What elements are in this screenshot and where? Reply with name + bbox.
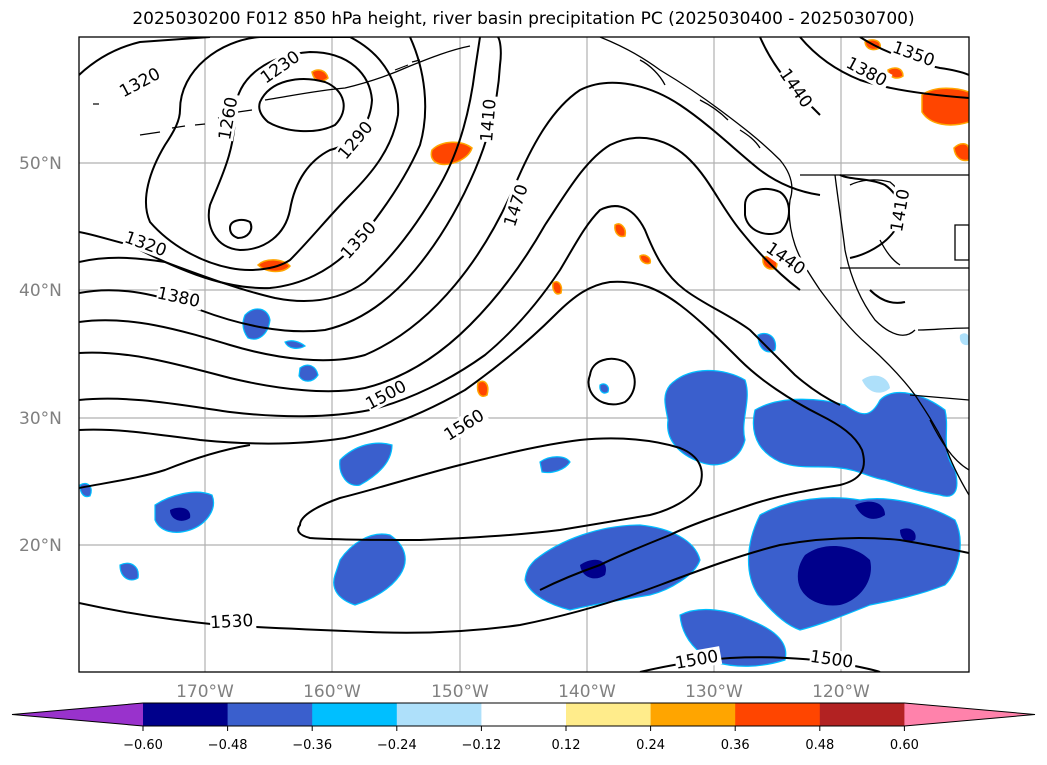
colorbar-tick-label: −0.24 bbox=[377, 738, 417, 753]
colorbar-swatch bbox=[735, 703, 821, 726]
longitude-label: 170°W bbox=[176, 682, 234, 702]
colorbar-swatch bbox=[819, 703, 905, 726]
latitude-label: 50°N bbox=[19, 154, 62, 174]
latitude-labels: 50°N 40°N 30°N 20°N bbox=[19, 154, 62, 556]
longitude-label: 120°W bbox=[812, 682, 870, 702]
colorbar-tick-label: 0.24 bbox=[636, 738, 665, 753]
contour-labels: 1320 1230 1260 1290 1320 1350 1350 1380 … bbox=[115, 37, 940, 672]
colorbar: −0.60 −0.48 −0.36 −0.24 −0.12 0.12 0.24 0.36 0.4… bbox=[11, 702, 1036, 753]
map-frame bbox=[78, 36, 970, 673]
longitude-label: 150°W bbox=[431, 682, 489, 702]
colorbar-tick-label: −0.12 bbox=[461, 738, 501, 753]
colorbar-swatch bbox=[312, 703, 398, 726]
colorbar-swatch bbox=[481, 703, 567, 726]
latitude-label: 30°N bbox=[19, 409, 62, 429]
colorbar-swatch bbox=[566, 703, 652, 726]
longitude-label: 130°W bbox=[685, 682, 743, 702]
colorbar-swatch bbox=[650, 703, 736, 726]
colorbar-swatch bbox=[396, 703, 482, 726]
latitude-label: 20°N bbox=[19, 536, 62, 556]
colorbar-tick-label: 0.36 bbox=[721, 738, 750, 753]
colorbar-extension-low bbox=[12, 703, 143, 726]
colorbar-tick-label: 0.12 bbox=[552, 738, 581, 753]
colorbar-tick-label: −0.36 bbox=[292, 738, 332, 753]
coastlines bbox=[264, 37, 969, 496]
colorbar-extension-high bbox=[904, 703, 1035, 726]
colorbar-tick-label: 0.60 bbox=[890, 738, 919, 753]
colorbar-swatch bbox=[227, 703, 313, 726]
precip-positive-regions bbox=[256, 39, 969, 397]
precip-weak-negative-regions bbox=[862, 333, 969, 393]
colorbar-swatch bbox=[143, 703, 229, 726]
longitude-label: 160°W bbox=[303, 682, 361, 702]
latitude-label: 40°N bbox=[19, 281, 62, 301]
colorbar-tick-label: −0.48 bbox=[208, 738, 248, 753]
contour-label: 1530 bbox=[210, 611, 254, 633]
longitude-labels: 170°W 160°W 150°W 140°W 130°W 120°W bbox=[176, 682, 870, 702]
longitude-label: 140°W bbox=[558, 682, 616, 702]
contour-label: 1410 bbox=[477, 98, 501, 143]
chart-title: 2025030200 F012 850 hPa height, river ba… bbox=[132, 9, 915, 29]
colorbar-tick-label: −0.60 bbox=[123, 738, 163, 753]
colorbar-tick-label: 0.48 bbox=[805, 738, 834, 753]
